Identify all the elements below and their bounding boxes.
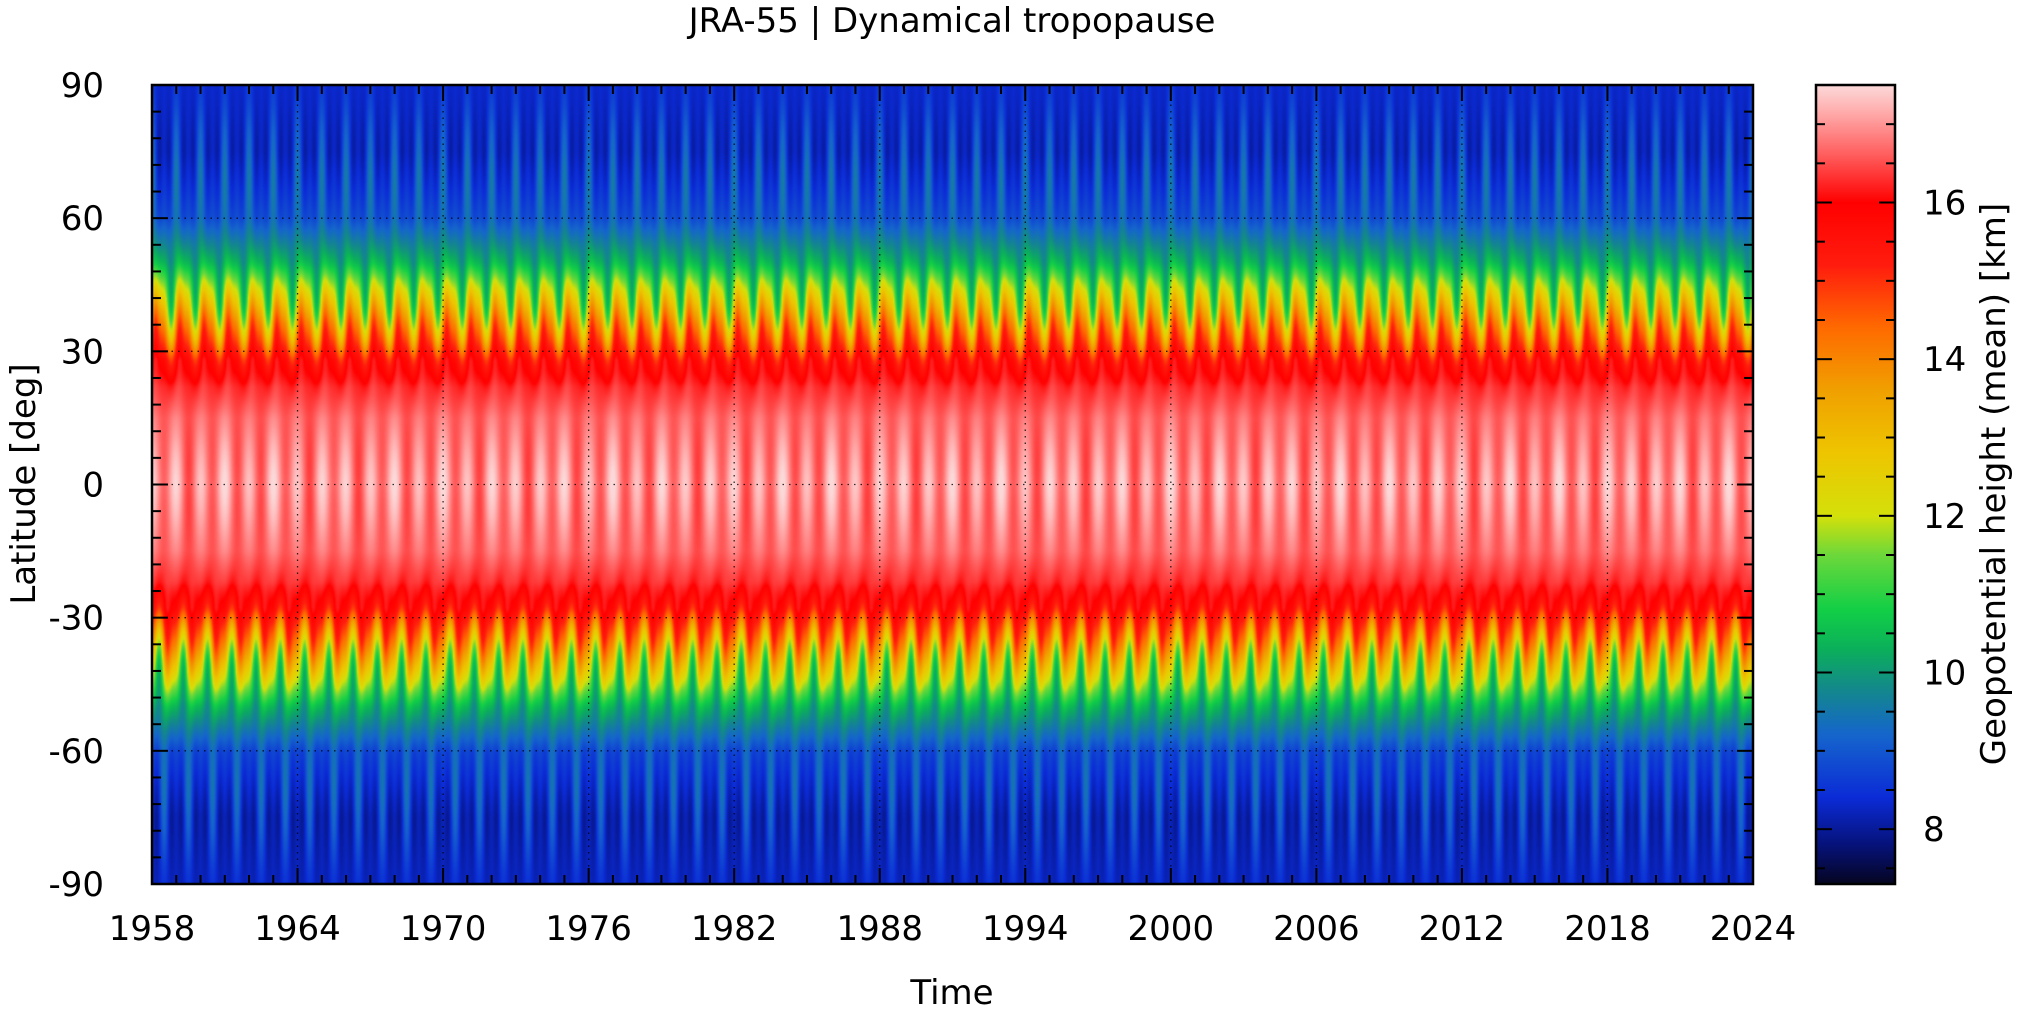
colorbar-tick-label: 16 [1923, 184, 1966, 224]
colorbar-label: Geopotential height (mean) [km] [1974, 203, 2014, 765]
x-tick-label: 1994 [982, 909, 1069, 949]
x-axis-label: Time [909, 973, 993, 1012]
x-tick-label: 2006 [1273, 909, 1360, 949]
y-tick-label: 30 [61, 332, 104, 372]
colorbar-tick-label: 14 [1923, 340, 1966, 380]
y-tick-label: -30 [48, 599, 104, 639]
colorbar-tick-label: 12 [1923, 497, 1966, 537]
plot-frame [150, 83, 1755, 886]
x-tick-label: 1976 [545, 909, 632, 949]
x-tick-label: 1988 [836, 909, 923, 949]
y-tick-label: 60 [61, 199, 104, 239]
x-tick-label: 2018 [1564, 909, 1651, 949]
colorbar-ticks: 8 10 12 14 16 [1816, 84, 1966, 870]
colorbar-tick-label: 10 [1923, 654, 1966, 694]
colorbar: 8 10 12 14 16 Geopotential height (mean) [km… [1814, 83, 2014, 886]
colorbar-tick-label: 8 [1923, 810, 1945, 850]
x-tick-label: 1970 [400, 909, 487, 949]
y-tick-label: 90 [61, 66, 104, 106]
x-tick-label: 2024 [1710, 909, 1797, 949]
y-tick-label: 0 [82, 466, 104, 506]
grid-lines [152, 85, 1753, 884]
y-tick-label: -60 [48, 732, 104, 772]
x-tick-label: 1964 [254, 909, 341, 949]
x-tick-label: 2000 [1128, 909, 1215, 949]
chart-title: JRA-55 | Dynamical tropopause [687, 1, 1216, 41]
colorbar-ramp [1814, 83, 1897, 886]
x-tick-label: 1982 [691, 909, 778, 949]
x-tick-label: 2012 [1419, 909, 1506, 949]
x-tick-label: 1958 [109, 909, 196, 949]
y-axis-label: Latitude [deg] [4, 363, 44, 604]
y-tick-label: -90 [48, 865, 104, 905]
x-axis-ticks: 1958 1964 1970 1976 1982 1988 1994 2000 2006 2012… [109, 85, 1797, 949]
